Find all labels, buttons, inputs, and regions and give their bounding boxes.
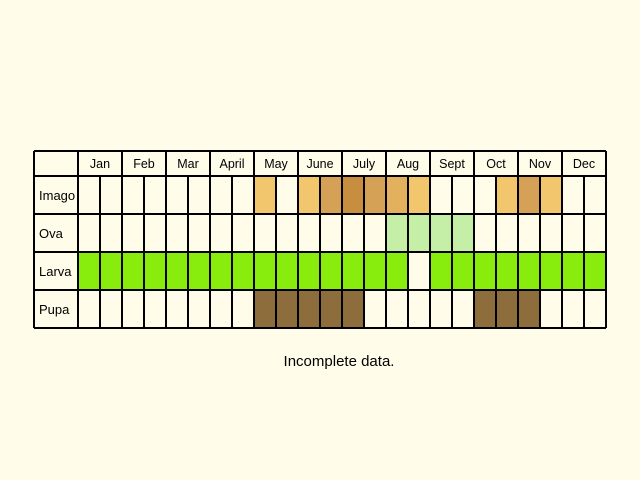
row-label-imago: Imago xyxy=(39,188,75,203)
larva-segment xyxy=(298,252,320,290)
larva-segment xyxy=(496,252,518,290)
month-header: Sept xyxy=(439,157,465,171)
month-header: Aug xyxy=(397,157,419,171)
imago-segment xyxy=(298,176,320,214)
larva-segment xyxy=(584,252,606,290)
month-header: Oct xyxy=(486,157,506,171)
month-header: July xyxy=(353,157,376,171)
pupa-segment xyxy=(518,290,540,328)
larva-segment xyxy=(232,252,254,290)
larva-segment xyxy=(452,252,474,290)
larva-segment xyxy=(320,252,342,290)
larva-segment xyxy=(364,252,386,290)
larva-segment xyxy=(518,252,540,290)
row-label-pupa: Pupa xyxy=(39,302,70,317)
pupa-segment xyxy=(342,290,364,328)
row-label-ova: Ova xyxy=(39,226,64,241)
pupa-segment xyxy=(276,290,298,328)
ova-segment xyxy=(386,214,408,252)
pupa-segment xyxy=(320,290,342,328)
month-header: Dec xyxy=(573,157,595,171)
imago-segment xyxy=(254,176,276,214)
pupa-segment xyxy=(298,290,320,328)
month-header: May xyxy=(264,157,288,171)
month-header: Jan xyxy=(90,157,110,171)
larva-segment xyxy=(386,252,408,290)
pupa-segment xyxy=(496,290,518,328)
month-header: April xyxy=(219,157,244,171)
larva-segment xyxy=(276,252,298,290)
larva-segment xyxy=(562,252,584,290)
month-header: June xyxy=(306,157,333,171)
imago-segment xyxy=(320,176,342,214)
larva-segment xyxy=(188,252,210,290)
month-header: Feb xyxy=(133,157,155,171)
month-header: Mar xyxy=(177,157,199,171)
larva-segment xyxy=(342,252,364,290)
imago-segment xyxy=(386,176,408,214)
caption: Incomplete data. xyxy=(283,353,395,370)
imago-segment xyxy=(496,176,518,214)
pupa-segment xyxy=(254,290,276,328)
larva-segment xyxy=(144,252,166,290)
month-header: Nov xyxy=(529,157,552,171)
larva-segment xyxy=(100,252,122,290)
imago-segment xyxy=(408,176,430,214)
ova-segment xyxy=(408,214,430,252)
ova-segment xyxy=(452,214,474,252)
larva-segment xyxy=(474,252,496,290)
imago-segment xyxy=(518,176,540,214)
larva-segment xyxy=(166,252,188,290)
larva-segment xyxy=(540,252,562,290)
larva-segment xyxy=(122,252,144,290)
larva-segment xyxy=(210,252,232,290)
imago-segment xyxy=(342,176,364,214)
larva-segment xyxy=(78,252,100,290)
row-label-larva: Larva xyxy=(39,264,72,279)
larva-segment xyxy=(430,252,452,290)
imago-segment xyxy=(540,176,562,214)
imago-segment xyxy=(364,176,386,214)
ova-segment xyxy=(430,214,452,252)
larva-segment xyxy=(254,252,276,290)
pupa-segment xyxy=(474,290,496,328)
